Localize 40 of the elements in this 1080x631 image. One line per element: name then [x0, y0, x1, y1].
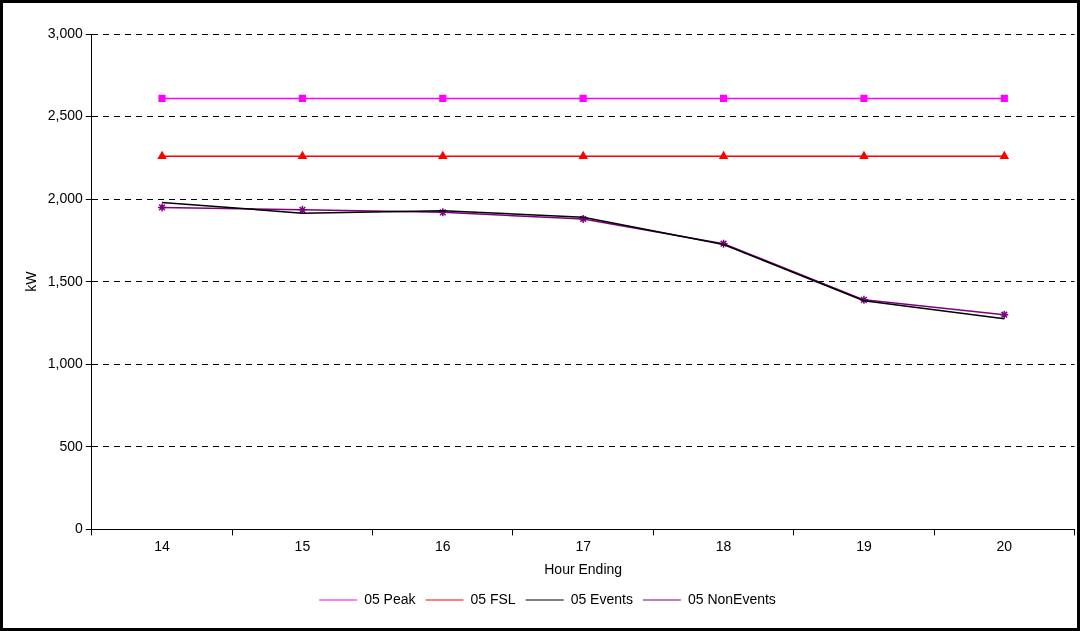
x-tick-label: 16	[435, 537, 451, 554]
point	[999, 309, 1010, 320]
x-tick-label: 15	[294, 537, 311, 554]
point	[859, 151, 869, 159]
point	[157, 202, 167, 213]
legend-label: 05 NonEvents	[687, 590, 776, 607]
x-tick-label: 19	[856, 537, 872, 554]
point	[578, 214, 588, 224]
x-tick-label: 14	[154, 537, 171, 554]
x-axis-title: Hour Ending	[544, 561, 623, 578]
point	[579, 94, 587, 102]
point	[439, 94, 447, 102]
legend-label: 05 Peak	[364, 590, 417, 607]
x-tick-label: 17	[575, 537, 592, 554]
y-axis-title: kW	[23, 270, 40, 292]
y-tick-label: 2,500	[47, 107, 84, 124]
point	[859, 295, 869, 305]
point	[438, 207, 448, 218]
point	[1000, 151, 1009, 159]
legend-label: 05 FSL	[470, 590, 516, 607]
y-tick-label: 3,000	[47, 24, 84, 41]
x-tick-label: 20	[996, 537, 1013, 554]
y-tick-label: 500	[59, 437, 84, 454]
y-tick-label: 1,000	[47, 355, 84, 372]
x-tick-label: 18	[715, 537, 732, 554]
point	[298, 151, 307, 159]
point	[157, 151, 167, 159]
point	[298, 94, 306, 102]
point	[719, 151, 728, 159]
y-tick-label: 0	[75, 520, 84, 537]
point	[438, 151, 447, 159]
point	[158, 94, 166, 102]
point	[1000, 94, 1008, 102]
point	[718, 238, 729, 249]
legend-label: 05 Events	[570, 590, 633, 607]
point	[578, 151, 588, 159]
y-tick-label: 1,500	[47, 272, 84, 289]
point	[719, 94, 728, 102]
y-tick-label: 2,000	[47, 189, 84, 206]
point	[860, 94, 868, 102]
